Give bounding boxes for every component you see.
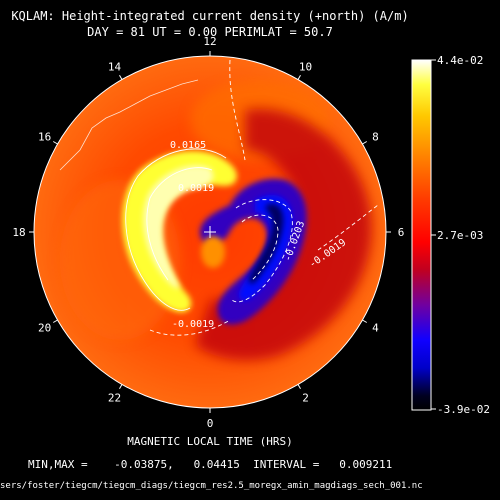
contour-label-1: 0.0165 <box>170 140 206 151</box>
colorbar <box>411 59 432 411</box>
file-path: sers/foster/tiegcm/tiegcm_diags/tiegcm_r… <box>0 481 423 491</box>
hour-label-12: 12 <box>203 35 216 48</box>
chart-title: KQLAM: Height-integrated current density… <box>11 9 408 23</box>
hour-label-8: 8 <box>372 131 379 144</box>
hour-tick-4 <box>362 319 368 323</box>
solid-contours <box>125 148 227 311</box>
contour-label-2: 0.0019 <box>178 183 214 194</box>
hour-tick-14 <box>119 74 123 80</box>
contour-lines <box>149 59 379 336</box>
hour-label-2: 2 <box>302 391 309 404</box>
colorbar-mid-label: 2.7e-03 <box>437 229 483 242</box>
hour-tick-22 <box>119 384 123 390</box>
hour-label-6: 6 <box>398 226 405 239</box>
hour-tick-10 <box>297 74 301 80</box>
chart-subtitle: DAY = 81 UT = 0.00 PERIMLAT = 50.7 <box>87 25 333 39</box>
colorbar-min-label: -3.9e-02 <box>437 403 490 416</box>
hour-tick-20 <box>52 319 58 323</box>
hour-label-22: 22 <box>108 391 121 404</box>
hour-label-18: 18 <box>12 226 25 239</box>
hour-tick-2 <box>297 384 301 390</box>
hour-tick-8 <box>362 141 368 145</box>
hour-label-14: 14 <box>108 61 122 74</box>
hour-label-0: 0 <box>207 417 214 430</box>
hour-label-16: 16 <box>38 131 51 144</box>
hour-tick-16 <box>52 141 58 145</box>
contour-label-5: -0.0019 <box>172 319 214 330</box>
hour-label-4: 4 <box>372 322 379 335</box>
x-axis-label: MAGNETIC LOCAL TIME (HRS) <box>127 435 293 448</box>
colorbar-max-label: 4.4e-02 <box>437 54 483 67</box>
hour-label-10: 10 <box>299 61 312 74</box>
pole-marker <box>204 226 216 238</box>
hour-label-20: 20 <box>38 322 51 335</box>
stats-line: MIN,MAX = -0.03875, 0.04415 INTERVAL = 0… <box>28 458 392 471</box>
